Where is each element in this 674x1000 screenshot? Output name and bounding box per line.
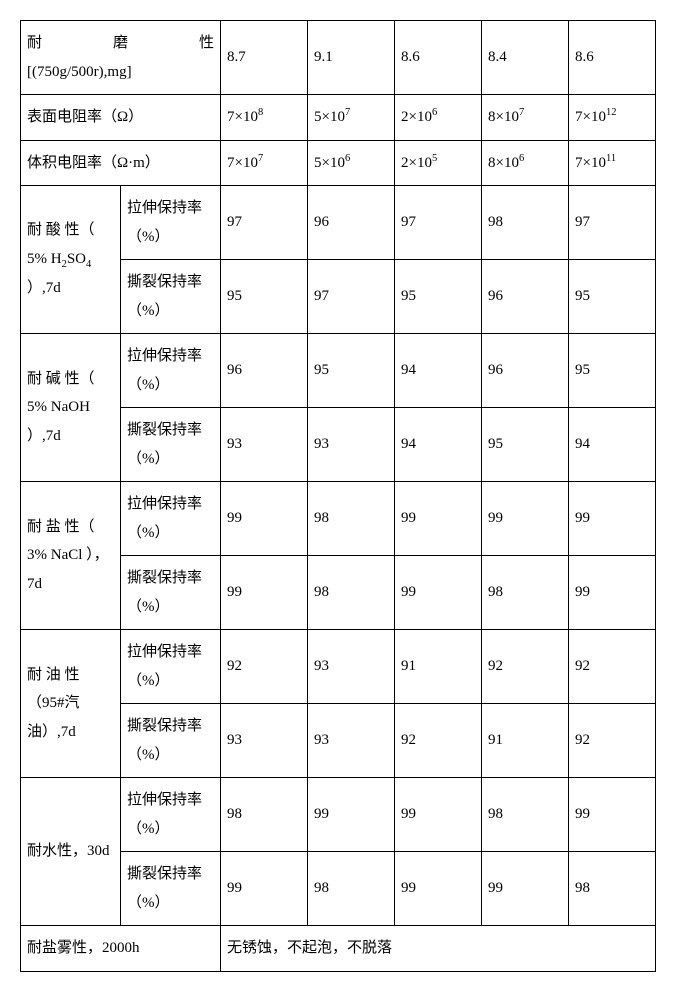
cell: 97	[569, 186, 656, 260]
cell: 93	[308, 408, 395, 482]
cell: 96	[482, 260, 569, 334]
cell: 7×107	[221, 140, 308, 186]
cell: 95	[482, 408, 569, 482]
table-row: 体积电阻率（Ω·m） 7×107 5×106 2×105 8×106 7×101…	[21, 140, 656, 186]
table-row: 耐 酸 性（ 5% H2SO4 ）,7d 拉伸保持率（%） 97 96 97 9…	[21, 186, 656, 260]
cell: 93	[221, 704, 308, 778]
table-row: 耐水性，30d 拉伸保持率（%） 98 99 99 98 99	[21, 778, 656, 852]
cell: 98	[221, 778, 308, 852]
cell: 8.4	[482, 21, 569, 95]
cell: 5×106	[308, 140, 395, 186]
cell: 8.7	[221, 21, 308, 95]
cell: 99	[569, 482, 656, 556]
group-label: 耐水性，30d	[21, 778, 121, 926]
cell: 8×107	[482, 95, 569, 141]
cell: 93	[308, 704, 395, 778]
sub-label: 拉伸保持率（%）	[121, 334, 221, 408]
cell: 92	[395, 704, 482, 778]
cell: 99	[569, 778, 656, 852]
cell: 97	[308, 260, 395, 334]
cell: 92	[482, 630, 569, 704]
cell: 95	[221, 260, 308, 334]
cell: 96	[482, 334, 569, 408]
cell: 95	[569, 334, 656, 408]
cell: 96	[221, 334, 308, 408]
table-row: 耐 碱 性（ 5% NaOH ）,7d 拉伸保持率（%） 96 95 94 96…	[21, 334, 656, 408]
cell: 99	[569, 556, 656, 630]
cell: 98	[482, 556, 569, 630]
sub-label: 拉伸保持率（%）	[121, 778, 221, 852]
cell: 95	[395, 260, 482, 334]
cell: 97	[395, 186, 482, 260]
table-row: 耐 磨 性 [(750g/500r),mg] 8.7 9.1 8.6 8.4 8…	[21, 21, 656, 95]
cell: 99	[482, 482, 569, 556]
cell: 7×108	[221, 95, 308, 141]
cell: 92	[221, 630, 308, 704]
cell: 94	[395, 408, 482, 482]
cell: 8.6	[569, 21, 656, 95]
table-row: 耐盐雾性，2000h 无锈蚀，不起泡，不脱落	[21, 926, 656, 972]
cell: 99	[395, 852, 482, 926]
cell: 99	[221, 852, 308, 926]
group-label: 耐 碱 性（ 5% NaOH ）,7d	[21, 334, 121, 482]
cell: 97	[221, 186, 308, 260]
cell: 98	[569, 852, 656, 926]
cell: 98	[482, 186, 569, 260]
group-label: 耐 酸 性（ 5% H2SO4 ）,7d	[21, 186, 121, 334]
group-label: 耐 油 性（95#汽油）,7d	[21, 630, 121, 778]
row-label: 耐盐雾性，2000h	[21, 926, 221, 972]
table-row: 耐 油 性（95#汽油）,7d 拉伸保持率（%） 92 93 91 92 92	[21, 630, 656, 704]
cell: 98	[308, 852, 395, 926]
sub-label: 撕裂保持率（%）	[121, 408, 221, 482]
sub-label: 撕裂保持率（%）	[121, 260, 221, 334]
group-label: 耐 盐 性（ 3% NaCl ），7d	[21, 482, 121, 630]
cell: 99	[308, 778, 395, 852]
properties-table: 耐 磨 性 [(750g/500r),mg] 8.7 9.1 8.6 8.4 8…	[20, 20, 656, 972]
cell: 93	[221, 408, 308, 482]
cell: 94	[395, 334, 482, 408]
cell: 无锈蚀，不起泡，不脱落	[221, 926, 656, 972]
sub-label: 拉伸保持率（%）	[121, 482, 221, 556]
sub-label: 撕裂保持率（%）	[121, 852, 221, 926]
cell: 99	[221, 482, 308, 556]
cell: 2×105	[395, 140, 482, 186]
cell: 91	[482, 704, 569, 778]
cell: 9.1	[308, 21, 395, 95]
row-label: 体积电阻率（Ω·m）	[21, 140, 221, 186]
cell: 91	[395, 630, 482, 704]
row-label: 耐 磨 性 [(750g/500r),mg]	[21, 21, 221, 95]
cell: 5×107	[308, 95, 395, 141]
cell: 99	[395, 482, 482, 556]
cell: 92	[569, 630, 656, 704]
row-label: 表面电阻率（Ω）	[21, 95, 221, 141]
cell: 7×1012	[569, 95, 656, 141]
cell: 8.6	[395, 21, 482, 95]
cell: 95	[308, 334, 395, 408]
cell: 7×1011	[569, 140, 656, 186]
sub-label: 撕裂保持率（%）	[121, 556, 221, 630]
cell: 92	[569, 704, 656, 778]
cell: 95	[569, 260, 656, 334]
cell: 93	[308, 630, 395, 704]
cell: 99	[395, 778, 482, 852]
cell: 99	[395, 556, 482, 630]
cell: 98	[482, 778, 569, 852]
table-row: 表面电阻率（Ω） 7×108 5×107 2×106 8×107 7×1012	[21, 95, 656, 141]
cell: 96	[308, 186, 395, 260]
cell: 98	[308, 556, 395, 630]
table-row: 耐 盐 性（ 3% NaCl ），7d 拉伸保持率（%） 99 98 99 99…	[21, 482, 656, 556]
cell: 2×106	[395, 95, 482, 141]
cell: 98	[308, 482, 395, 556]
cell: 8×106	[482, 140, 569, 186]
cell: 94	[569, 408, 656, 482]
cell: 99	[482, 852, 569, 926]
sub-label: 拉伸保持率（%）	[121, 630, 221, 704]
sub-label: 拉伸保持率（%）	[121, 186, 221, 260]
sub-label: 撕裂保持率（%）	[121, 704, 221, 778]
cell: 99	[221, 556, 308, 630]
